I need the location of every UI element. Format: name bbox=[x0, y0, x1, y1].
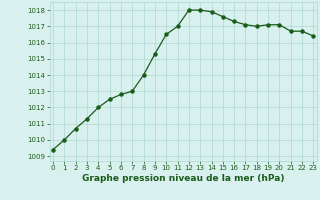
X-axis label: Graphe pression niveau de la mer (hPa): Graphe pression niveau de la mer (hPa) bbox=[82, 174, 284, 183]
